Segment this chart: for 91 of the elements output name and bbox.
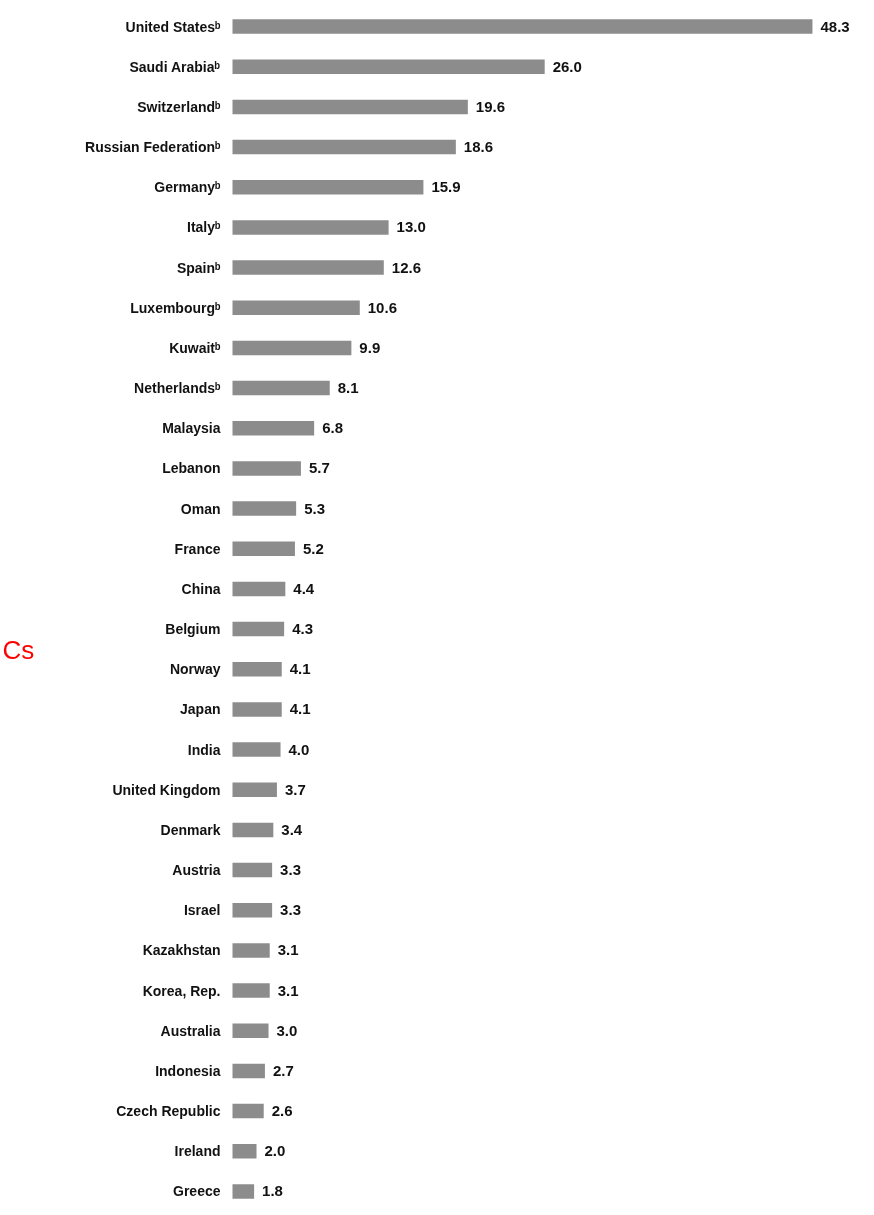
data-label: 4.0 bbox=[288, 740, 310, 758]
bar bbox=[232, 702, 282, 717]
bar bbox=[232, 380, 330, 396]
y-tick-label: Switzerlandᵇ bbox=[137, 98, 222, 115]
data-label: 48.3 bbox=[820, 17, 850, 35]
text: Cs bbox=[2, 634, 35, 665]
bar bbox=[232, 139, 456, 155]
bar bbox=[232, 59, 545, 74]
y-tick-label: Japan bbox=[180, 701, 221, 718]
y-tick-label: Saudi Arabiaᵇ bbox=[129, 58, 221, 75]
data-label: 5.3 bbox=[304, 499, 325, 517]
bar bbox=[232, 581, 286, 597]
y-tick-label: Netherlandsᵇ bbox=[134, 380, 222, 397]
bar bbox=[232, 99, 468, 115]
y-tick-label: Italyᵇ bbox=[187, 219, 222, 236]
data-label: 3.1 bbox=[277, 981, 299, 999]
data-label: 8.1 bbox=[337, 379, 359, 397]
y-tick-label: Ireland bbox=[174, 1143, 221, 1160]
bar bbox=[232, 822, 274, 838]
data-label: 3.3 bbox=[280, 901, 301, 919]
y-tick-label: Indonesia bbox=[155, 1062, 221, 1079]
data-label: 12.6 bbox=[391, 258, 421, 276]
y-tick-label: Oman bbox=[180, 500, 221, 517]
data-label: 3.3 bbox=[280, 861, 301, 879]
y-tick-label: Norway bbox=[169, 661, 221, 678]
y-tick-label: China bbox=[181, 580, 221, 597]
bar bbox=[232, 180, 424, 195]
y-tick-label: Lebanon bbox=[162, 460, 221, 477]
y-tick-label: Kuwaitᵇ bbox=[169, 339, 222, 356]
bar bbox=[232, 300, 360, 315]
bar bbox=[232, 1144, 257, 1159]
bar bbox=[232, 983, 270, 998]
bar bbox=[232, 662, 282, 677]
data-label: 4.4 bbox=[293, 579, 315, 597]
bar bbox=[232, 1023, 269, 1038]
bar bbox=[232, 19, 813, 34]
bar bbox=[232, 461, 301, 476]
bar bbox=[232, 903, 273, 918]
y-tick-label: United Statesᵇ bbox=[125, 18, 222, 35]
data-label: 4.1 bbox=[289, 660, 311, 678]
y-tick-label: Austria bbox=[172, 862, 221, 879]
data-label: 4.3 bbox=[292, 620, 313, 638]
data-label: 2.7 bbox=[272, 1061, 294, 1079]
data-label: 6.8 bbox=[322, 419, 344, 437]
y-tick-label: United Kingdom bbox=[112, 781, 221, 798]
bar bbox=[232, 742, 281, 757]
data-label: 15.9 bbox=[431, 178, 461, 196]
y-tick-label: Belgium bbox=[165, 621, 221, 638]
y-tick-label: Australia bbox=[160, 1022, 221, 1039]
data-label: 1.8 bbox=[262, 1182, 283, 1200]
y-tick-label: Czech Republic bbox=[116, 1103, 221, 1120]
y-tick-label: Kazakhstan bbox=[142, 942, 221, 959]
data-label: 3.4 bbox=[281, 820, 303, 838]
y-tick-label: Greece bbox=[173, 1183, 221, 1200]
bar bbox=[232, 260, 384, 275]
data-label: 3.0 bbox=[276, 1021, 298, 1039]
data-label: 18.6 bbox=[463, 138, 494, 156]
data-label: 5.2 bbox=[302, 539, 324, 557]
bar bbox=[232, 541, 295, 556]
y-tick-label: Germanyᵇ bbox=[154, 179, 222, 196]
data-label: 2.6 bbox=[271, 1102, 293, 1120]
y-tick-label: Israel bbox=[183, 902, 221, 919]
bar bbox=[232, 501, 297, 516]
y-tick-label: Denmark bbox=[160, 821, 221, 838]
data-label: 3.1 bbox=[277, 941, 299, 959]
bar bbox=[232, 220, 389, 235]
data-label: 9.9 bbox=[359, 338, 381, 356]
data-label: 4.1 bbox=[289, 700, 311, 718]
data-label: 26.0 bbox=[552, 57, 582, 75]
y-tick-label: Spainᵇ bbox=[176, 259, 222, 276]
bar bbox=[232, 1063, 265, 1079]
y-tick-label: Luxembourgᵇ bbox=[130, 299, 222, 316]
y-tick-label: Korea, Rep. bbox=[142, 982, 221, 999]
y-tick-label: India bbox=[187, 741, 221, 758]
bar bbox=[232, 1184, 255, 1199]
y-tick-label: France bbox=[174, 540, 221, 557]
y-tick-label: Malaysia bbox=[162, 420, 221, 437]
bar bbox=[232, 943, 270, 958]
bar bbox=[232, 340, 352, 356]
bar bbox=[232, 862, 273, 878]
data-label: 5.7 bbox=[308, 459, 330, 477]
bar bbox=[232, 621, 285, 637]
bar bbox=[232, 782, 277, 797]
data-label: 2.0 bbox=[264, 1142, 286, 1160]
bar bbox=[232, 421, 315, 436]
data-label: 10.6 bbox=[367, 298, 397, 316]
data-label: 13.0 bbox=[396, 218, 426, 236]
data-label: 19.6 bbox=[475, 97, 506, 115]
bar bbox=[232, 1103, 264, 1119]
y-tick-label: Russian Federationᵇ bbox=[85, 139, 222, 156]
data-label: 3.7 bbox=[284, 780, 306, 798]
